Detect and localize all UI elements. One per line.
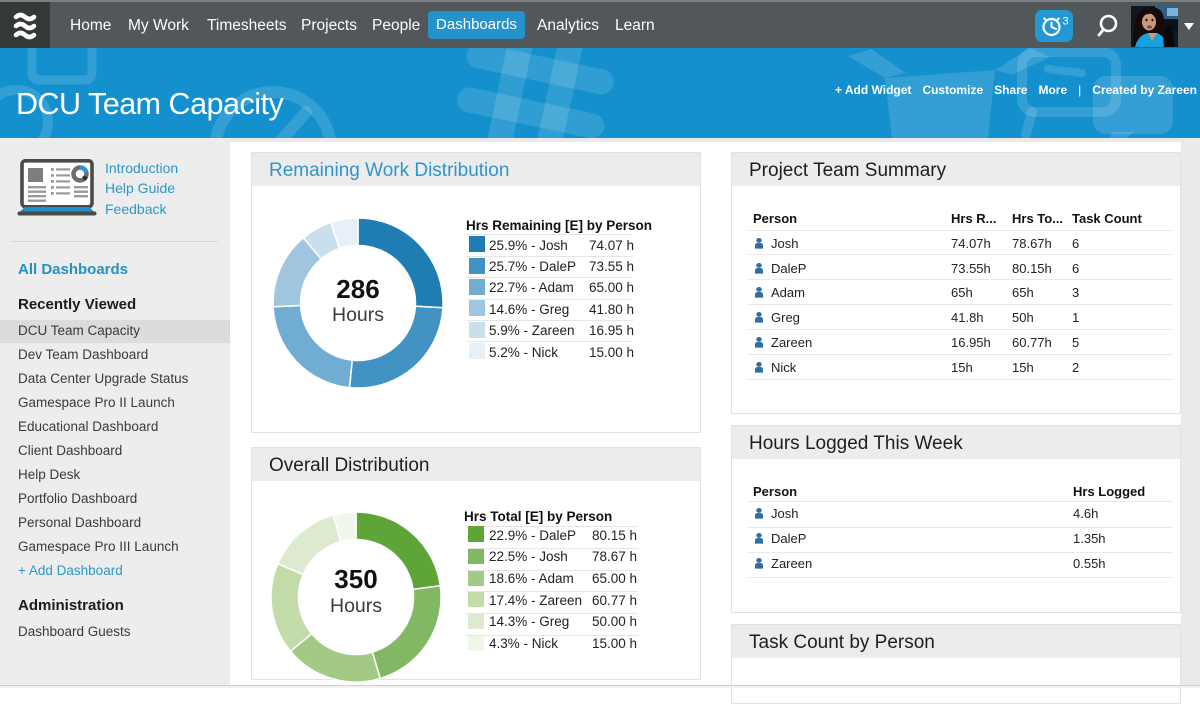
svg-text:3: 3	[1063, 16, 1069, 28]
